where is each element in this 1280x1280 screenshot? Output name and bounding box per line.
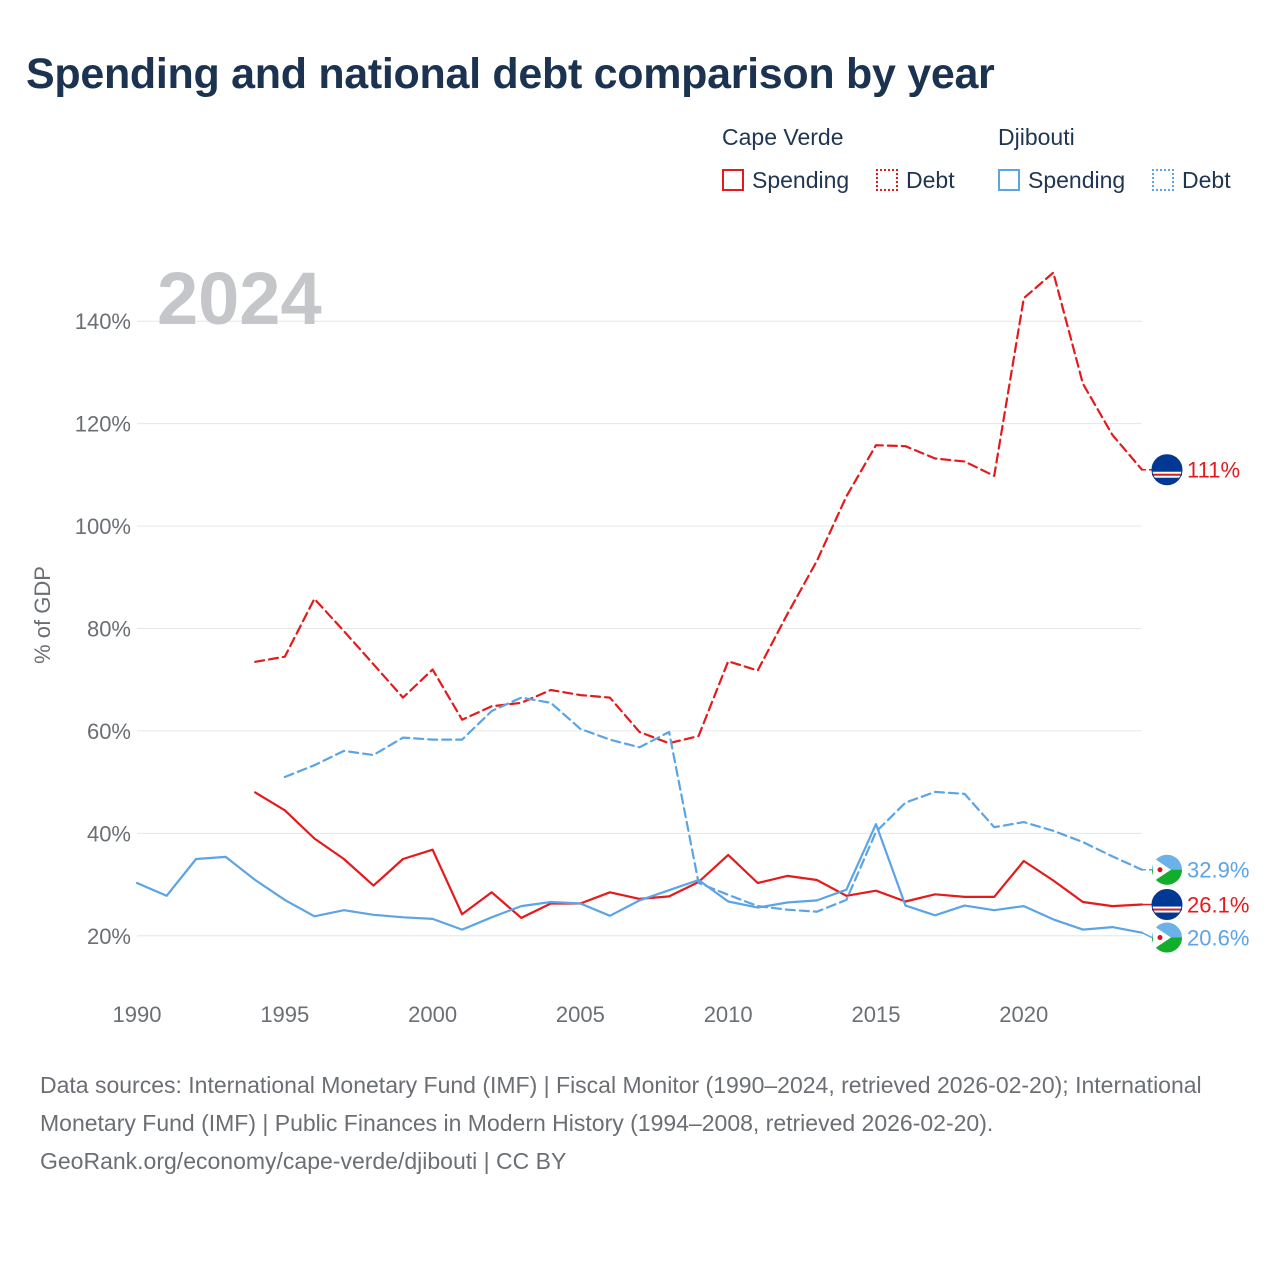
x-tick-label: 1990: [113, 1002, 162, 1027]
chart-title: Spending and national debt comparison by…: [26, 50, 995, 98]
y-tick-label: 100%: [75, 514, 131, 539]
year-watermark: 2024: [157, 257, 322, 340]
legend-cape-verde-spending[interactable]: Spending: [722, 165, 849, 195]
x-tick-label: 1995: [260, 1002, 309, 1027]
end-connector: [1141, 932, 1153, 939]
footer: Data sources: International Monetary Fun…: [40, 1066, 1240, 1180]
legend-label: Debt: [1182, 166, 1231, 193]
x-tick-label: 2000: [408, 1002, 457, 1027]
x-tick-label: 2010: [704, 1002, 753, 1027]
legend-cape-verde-debt[interactable]: Debt: [876, 165, 955, 195]
y-tick-label: 60%: [87, 719, 131, 744]
djibouti-flag-icon: [1152, 922, 1182, 953]
y-tick-label: 80%: [87, 617, 131, 642]
y-tick-label: 140%: [75, 309, 131, 334]
y-tick-label: 20%: [87, 924, 131, 949]
end-value-label: 26.1%: [1187, 893, 1249, 918]
credit-line: GeoRank.org/economy/cape-verde/djibouti …: [40, 1148, 567, 1174]
line-chart: 2024 % of GDP 20% 40% 60% 80% 100% 120% 140% 19…: [30, 257, 1249, 1027]
legend-group-djibouti: Djibouti: [998, 124, 1075, 150]
y-tick-label: 120%: [75, 412, 131, 437]
series-line-cape-verde-debt[interactable]: [254, 271, 1144, 745]
series-line-djibouti-debt[interactable]: [283, 696, 1144, 913]
legend-djibouti-debt[interactable]: Debt: [1152, 165, 1231, 195]
cape-verde-flag-icon: [1151, 454, 1183, 486]
legend-swatch-dotted: [1152, 169, 1174, 191]
x-tick-label: 2015: [851, 1002, 900, 1027]
end-value-label: 32.9%: [1187, 858, 1249, 883]
legend-swatch-solid: [998, 169, 1020, 191]
legend-label: Spending: [752, 166, 850, 193]
legend-swatch-dotted: [876, 169, 898, 191]
x-tick-label: 2005: [556, 1002, 605, 1027]
end-value-label: 111%: [1187, 458, 1240, 483]
series-line-djibouti-spending[interactable]: [135, 822, 1144, 934]
data-sources: Data sources: International Monetary Fun…: [40, 1072, 1202, 1136]
legend-swatch-solid: [722, 169, 744, 191]
legend-label: Spending: [1028, 166, 1126, 193]
x-tick-label: 2020: [999, 1002, 1048, 1027]
y-tick-label: 40%: [87, 821, 131, 846]
legend-label: Debt: [906, 166, 955, 193]
cape-verde-flag-icon: [1151, 889, 1183, 921]
djibouti-flag-icon: [1152, 854, 1182, 885]
legend-group-cape-verde: Cape Verde: [722, 124, 844, 150]
series-line-cape-verde-spending[interactable]: [254, 791, 1144, 920]
legend-djibouti-spending[interactable]: Spending: [998, 165, 1125, 195]
end-value-label: 20.6%: [1187, 926, 1249, 951]
y-axis-title: % of GDP: [30, 566, 55, 664]
